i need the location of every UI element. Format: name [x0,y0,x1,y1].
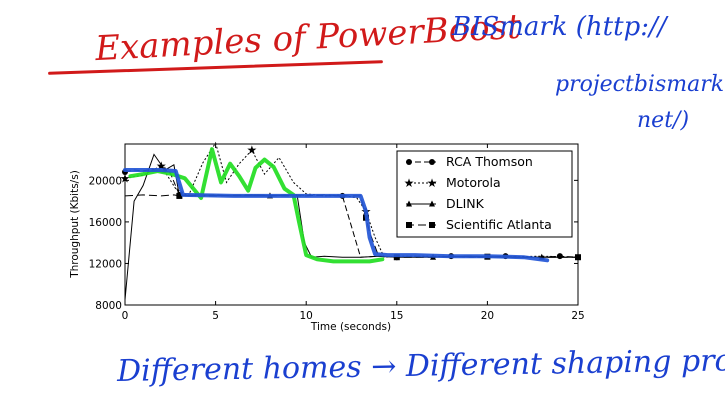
legend-box [396,150,573,238]
y-tick-label: 12000 [89,258,122,270]
legend-label: Motorola [446,175,501,190]
legend-label: DLINK [446,196,485,211]
y-tick-label: 20000 [89,175,122,187]
legend: RCA Thomson ★ ★ Motorola DLINK Scientific Atl… [396,150,573,238]
series-marker-4 [575,254,581,261]
x-tick-label: 10 [300,310,313,322]
x-tick-label: 20 [481,310,494,322]
legend-marker [429,200,435,207]
series-marker-2: ★ [156,159,167,173]
x-tick-label: 15 [390,310,403,322]
y-tick-label: 16000 [89,217,122,229]
y-tick-label: 8000 [95,300,122,312]
legend-label: RCA Thomson [446,154,533,169]
blue-highlight-trace [123,168,550,263]
legend-marker: ★ [427,176,438,190]
x-tick-label: 0 [122,310,129,322]
legend-marker [406,200,412,207]
series-marker-1 [556,253,563,260]
legend-marker: ★ [404,176,415,190]
legend-marker [429,222,435,228]
side-note-line3: net/) [637,108,690,133]
x-tick-label: 25 [571,310,584,322]
side-note-line2: projectbismark. [555,72,725,97]
legend-marker [406,159,412,165]
series-marker-4 [176,192,183,199]
x-tick-label: 5 [212,310,219,322]
series-marker-2: ★ [246,143,257,157]
highlight-group [123,147,550,264]
legend-marker [406,222,412,228]
series-marker-2: ★ [120,171,131,185]
legend-marker [429,159,435,165]
side-note-line1: BISmark (http:// [452,12,667,42]
plot-frame [124,143,579,306]
green-highlight-trace [128,147,385,264]
series-marker-4 [393,254,400,261]
legend-label: Scientific Atlanta [446,217,552,232]
x-axis-label: Time (seconds) [310,321,391,333]
y-axis-label: Throughput (Kbits/s) [69,170,81,279]
axes: 0 5 10 15 20 25 8000 12000 16000 20000 [89,144,585,322]
